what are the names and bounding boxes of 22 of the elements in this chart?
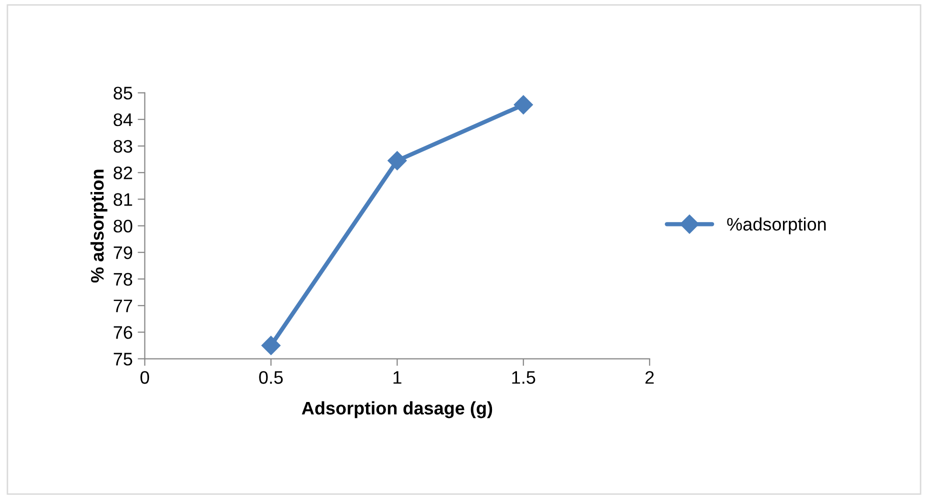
- y-tick-label: 85: [114, 86, 132, 100]
- point: [261, 336, 281, 356]
- y-axis-title: % adsorption: [90, 170, 108, 283]
- y-tick-label: 77: [114, 300, 132, 312]
- x-tick-label: 0: [140, 371, 150, 384]
- y-tick-label: 76: [114, 326, 132, 339]
- y-tick-label: 82: [114, 166, 132, 180]
- y-tick-label: 83: [114, 140, 132, 153]
- y-tick-label: 75: [114, 352, 132, 366]
- x-tick-label: 0.5: [259, 371, 283, 384]
- x-tick-label: 1: [394, 371, 402, 384]
- y-tick-label: 80: [114, 220, 132, 233]
- point: [388, 151, 407, 170]
- x-tick-label: 2: [645, 371, 654, 384]
- legend-label: %adsorption: [727, 217, 826, 234]
- point: [514, 95, 533, 114]
- x-tick-label: 1.5: [512, 371, 536, 384]
- y-tick-label: 78: [114, 272, 132, 286]
- y-tick-label: 79: [114, 246, 132, 260]
- x-axis-title: Adsorption dasage (g): [302, 401, 492, 418]
- y-tick-label: 81: [114, 193, 132, 206]
- y-tick-label: 84: [114, 113, 132, 126]
